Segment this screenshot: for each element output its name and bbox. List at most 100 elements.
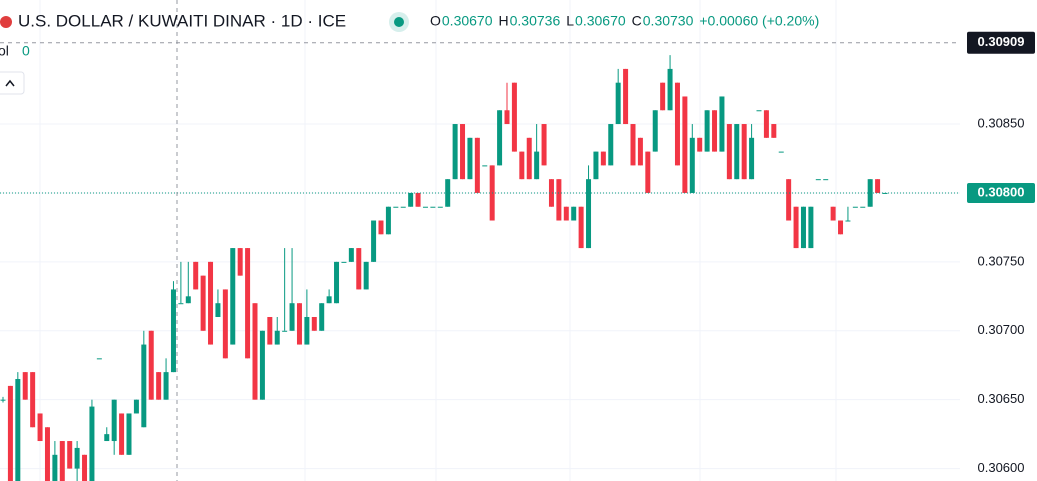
candle-body (741, 124, 747, 180)
candle-body (600, 151, 606, 166)
ohlc-value: 0.30670 (575, 13, 626, 29)
candle-body (385, 206, 391, 235)
candle-body (15, 379, 21, 481)
symbol-icon (0, 16, 12, 28)
candle-body (148, 330, 154, 400)
candle-body (82, 454, 88, 481)
candle-body (467, 137, 473, 180)
candle-body (615, 82, 621, 125)
candle-body (282, 330, 288, 332)
candle-body (119, 413, 125, 455)
candle-body (838, 220, 844, 235)
ohlc-value: 0.30736 (510, 13, 561, 29)
candle-body (800, 206, 806, 249)
candle-body (296, 303, 302, 345)
candle-body (141, 344, 147, 428)
candle-body (704, 110, 710, 152)
candle-body (363, 261, 369, 290)
candle-body (170, 289, 176, 373)
vertical-grid (39, 0, 837, 481)
candle-body (0, 399, 6, 401)
collapse-icon (5, 79, 15, 87)
candle-body (104, 434, 110, 442)
candle-body (415, 192, 421, 207)
candle-body (660, 82, 666, 111)
candle-body (126, 413, 132, 455)
candle-body (37, 413, 43, 442)
candle-body (482, 165, 488, 167)
candle-body (393, 206, 399, 208)
candle-body (156, 372, 162, 400)
candle-body (304, 316, 310, 345)
candle-body (726, 124, 732, 180)
last-price-badge (967, 182, 1035, 203)
candle-body (637, 137, 643, 166)
candle-body (52, 454, 58, 481)
candle-body (623, 68, 629, 125)
candle-body (645, 151, 651, 193)
candle-body (519, 151, 525, 180)
candle-body (771, 124, 777, 138)
candle-body (193, 261, 199, 290)
candle-body (460, 124, 466, 180)
candle-body (875, 179, 881, 193)
crosshair-label: 0.30909 (978, 34, 1025, 49)
candle-body (163, 372, 169, 400)
candle-body (30, 372, 36, 428)
candle-body (74, 447, 80, 469)
candle-body (504, 110, 510, 125)
candle-body (593, 151, 599, 180)
y-tick-label: 0.30650 (978, 391, 1025, 406)
candle-body (59, 441, 65, 481)
candle-body (793, 206, 799, 249)
candle-body (274, 330, 280, 345)
candle-body (511, 82, 517, 152)
candle-body (437, 206, 443, 208)
candle-body (815, 179, 821, 181)
candle-body (371, 220, 377, 262)
symbol-title: U.S. DOLLAR / KUWAITI DINAR · 1D · ICE (18, 11, 346, 30)
candle-body (200, 275, 206, 331)
candle-body (356, 248, 362, 290)
ohlc-key: C (632, 13, 642, 29)
candle-body (422, 206, 428, 208)
candle-body (778, 151, 784, 153)
y-tick-label: 0.30850 (978, 115, 1025, 130)
candle-body (719, 96, 725, 152)
candle-body (852, 206, 858, 208)
volume-value: 0 (22, 43, 30, 59)
candle-body (608, 124, 614, 166)
candle-body (452, 124, 458, 180)
y-tick-label: 0.30750 (978, 253, 1025, 268)
candle-body (497, 110, 503, 166)
candle-body (215, 303, 221, 317)
candle-body (823, 179, 829, 181)
candle-body (556, 179, 562, 221)
candle-body (712, 110, 718, 152)
ohlc-key: H (499, 13, 509, 29)
candle-body (586, 179, 592, 249)
candle-body (630, 124, 636, 166)
candle-body (682, 96, 688, 193)
ohlc-value: 0.30730 (643, 13, 694, 29)
candle-body (667, 68, 673, 111)
candle-body (259, 330, 265, 400)
candle-body (341, 261, 347, 263)
candle-body (378, 220, 384, 235)
candle-body (89, 406, 95, 481)
candle-body (67, 441, 73, 469)
ohlc-value: 0.30670 (442, 13, 493, 29)
candle-body (133, 399, 139, 414)
candle-body (697, 137, 703, 152)
candle-body (571, 206, 577, 221)
candle-body (578, 206, 584, 249)
candle-body (185, 296, 191, 304)
candle-body (548, 179, 554, 207)
candle-body (245, 248, 251, 359)
candle-body (786, 179, 792, 221)
candle-body (22, 372, 28, 400)
candle-body (267, 316, 273, 345)
last-price-label: 0.30800 (978, 184, 1025, 199)
